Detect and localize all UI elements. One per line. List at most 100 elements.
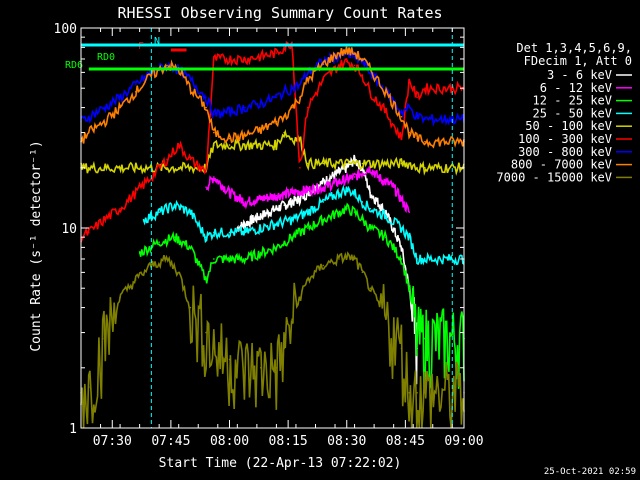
series-layer [80, 40, 465, 429]
data-point [291, 137, 293, 140]
data-point [244, 201, 246, 203]
data-point [275, 246, 278, 249]
data-point [424, 337, 426, 340]
data-point [338, 64, 340, 67]
data-point [213, 347, 215, 350]
y-tick-label: 1 [69, 422, 77, 437]
data-point [228, 358, 231, 361]
data-point [345, 255, 348, 258]
series-line-6-12-kev [205, 166, 410, 214]
data-point [306, 211, 309, 213]
data-point [338, 52, 340, 54]
data-point [416, 96, 418, 99]
data-point [400, 227, 403, 229]
data-point [259, 55, 262, 58]
data-point [322, 162, 325, 165]
data-point [213, 113, 215, 116]
data-point [283, 46, 286, 49]
series-line-300-800-kev [80, 49, 465, 127]
data-point [306, 227, 309, 229]
data-point [338, 162, 340, 165]
data-point [103, 120, 106, 123]
series-line-50-100-kev [80, 128, 465, 177]
data-point [150, 264, 153, 267]
annotation-layer: RD0RD6FN [65, 28, 464, 428]
x-tick-label: 08:30 [327, 434, 366, 449]
series-7000-15000-kev [80, 251, 465, 429]
data-point [416, 337, 418, 340]
data-point [189, 79, 192, 81]
annotation-rd6-label: RD6 [65, 60, 83, 71]
data-point [306, 71, 309, 74]
data-point [416, 166, 418, 169]
x-axis-label: Start Time (22-Apr-13 07:22:02) [159, 456, 402, 471]
data-point [291, 87, 293, 90]
data-point [408, 391, 411, 394]
data-point [424, 391, 426, 394]
y-axis-label: Count Rate (s⁻¹ detector⁻¹) [29, 140, 44, 351]
data-point [424, 258, 426, 260]
series-100-300-kev [80, 40, 465, 243]
data-point [408, 162, 411, 165]
legend-label-7000-15000-kev: 7000 - 15000 keV [496, 170, 612, 184]
series-line-7000-15000-kev [80, 251, 465, 429]
data-point [385, 215, 387, 217]
data-point [283, 90, 286, 93]
data-point [213, 258, 215, 260]
data-point [275, 194, 278, 197]
data-point [236, 227, 239, 229]
x-tick-label: 07:30 [93, 434, 132, 449]
data-point [369, 287, 372, 290]
data-point [119, 106, 121, 109]
data-point [330, 176, 332, 178]
y-tick-label: 100 [54, 22, 77, 37]
data-point [392, 186, 395, 188]
data-point [299, 197, 301, 200]
data-point [119, 96, 121, 99]
data-point [103, 218, 106, 221]
data-point [213, 231, 215, 234]
data-point [408, 211, 411, 213]
data-point [166, 258, 168, 260]
data-point [259, 252, 262, 254]
data-point [189, 211, 192, 213]
x-tick-label: 08:15 [269, 434, 308, 449]
data-point [424, 166, 426, 169]
data-point [119, 207, 121, 210]
data-point [322, 201, 325, 203]
series-line-800-7000-kev [80, 46, 465, 149]
data-point [119, 296, 121, 299]
data-point [213, 176, 215, 178]
data-point [205, 236, 207, 238]
data-point [291, 218, 293, 221]
legend-header-line-2: FDecim 1, Att 0 [524, 54, 632, 68]
data-point [283, 347, 286, 350]
data-point [252, 218, 254, 221]
data-point [345, 60, 348, 63]
x-tick-label: 08:45 [386, 434, 425, 449]
data-point [345, 207, 348, 210]
data-point [369, 227, 372, 229]
data-point [228, 144, 231, 146]
data-point [416, 391, 418, 394]
data-point [134, 279, 137, 281]
data-point [103, 106, 106, 109]
data-point [424, 118, 426, 120]
data-point [166, 158, 168, 161]
legend-label-6-12-kev: 6 - 12 keV [540, 81, 612, 95]
data-point [267, 211, 270, 213]
data-point [244, 258, 246, 260]
data-point [259, 366, 262, 369]
data-point [173, 204, 176, 207]
data-point [400, 162, 403, 165]
legend-label-3-6-kev: 3 - 6 keV [547, 68, 612, 82]
series-50-100-kev [80, 128, 465, 177]
data-point [408, 131, 411, 134]
data-point [299, 296, 301, 299]
data-point [385, 236, 387, 238]
data-point [244, 366, 246, 369]
data-point [400, 347, 403, 350]
data-point [361, 171, 364, 174]
